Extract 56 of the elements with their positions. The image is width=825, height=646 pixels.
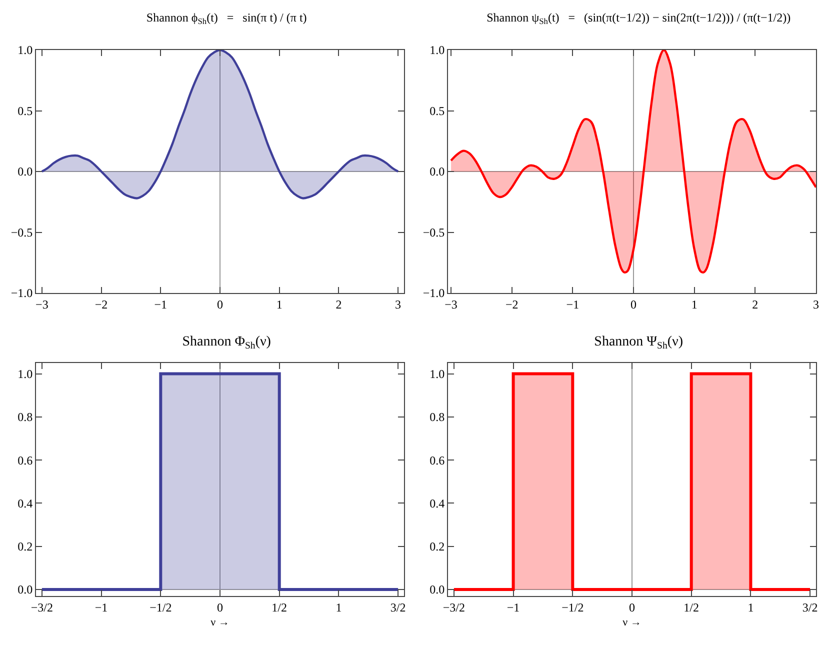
y-tick-label: 0.8 [430, 410, 445, 424]
x-tick-label: −1 [154, 297, 168, 312]
x-tick-label: 1/2 [684, 600, 700, 614]
y-tick-label: 0.8 [18, 410, 33, 424]
x-tick-label: −1 [506, 600, 520, 614]
x-tick-label: 1 [276, 297, 282, 312]
y-tick-label: 0.6 [430, 453, 445, 468]
x-axis-title: ν → [210, 616, 230, 629]
y-tick-label: 1.0 [18, 366, 33, 381]
x-tick-label: 3/2 [390, 600, 406, 614]
x-tick-label: 0 [630, 297, 637, 312]
x-tick-label: −1 [566, 297, 580, 312]
x-tick-label: 3 [395, 297, 402, 312]
x-tick-label: −3 [36, 297, 48, 312]
y-tick-label: 0.2 [430, 540, 445, 554]
x-tick-label: 1 [691, 297, 698, 312]
y-tick-label: 0.4 [18, 496, 33, 510]
x-tick-label: −1 [94, 600, 108, 614]
y-tick-label: 0.0 [430, 164, 445, 179]
y-tick-label: 0.2 [18, 540, 33, 554]
y-tick-label: 1.0 [430, 366, 445, 381]
x-tick-label: 0 [629, 600, 635, 614]
y-tick-label: −1.0 [10, 286, 33, 300]
chart-title: Shannon ϕ$_{Sh}$(t) = sin(π t) / (π t) [146, 10, 307, 26]
y-tick-label: 0.5 [18, 104, 33, 118]
y-tick-label: 0.4 [430, 496, 445, 510]
y-tick-label: 0.0 [18, 164, 33, 179]
x-tick-label: −2 [505, 297, 518, 312]
y-tick-label: −1.0 [422, 286, 445, 300]
x-tick-label: 1 [336, 600, 342, 614]
x-tick-label: −1/2 [150, 600, 172, 614]
x-tick-label: 3/2 [802, 600, 818, 614]
chart-title: Shannon ψ$_{Sh}$(t) = (sin(π(t−1/2)) − sin(2π(t−1/2))) / (π(t−1/2)) [486, 10, 791, 26]
x-tick-label: 0 [217, 600, 223, 614]
y-tick-label: 0.5 [430, 104, 445, 118]
x-tick-label: −1/2 [562, 600, 584, 614]
x-tick-label: 1 [748, 600, 754, 614]
x-tick-label: 2 [336, 297, 342, 312]
x-tick-label: 0 [217, 297, 223, 312]
x-tick-label: 2 [752, 297, 758, 312]
chart-title: Shannon Ψ$_{Sh}$(ν) [594, 334, 684, 352]
y-tick-label: −0.5 [422, 225, 445, 240]
y-tick-label: 0.0 [18, 582, 33, 597]
y-tick-label: −0.5 [10, 225, 33, 240]
x-axis-title: ν → [622, 616, 642, 629]
x-tick-label: −2 [94, 297, 108, 312]
y-tick-label: 1.0 [430, 43, 445, 58]
y-tick-label: 1.0 [18, 43, 33, 58]
x-tick-label: 3 [813, 297, 819, 312]
y-tick-label: 0.6 [18, 453, 33, 468]
chart-title: Shannon Φ$_{Sh}$(ν) [182, 334, 272, 352]
x-tick-label: 1/2 [272, 600, 288, 614]
y-tick-label: 0.0 [430, 582, 445, 597]
x-tick-label: −3/2 [30, 600, 53, 614]
x-tick-label: −3 [444, 297, 458, 312]
x-tick-label: −3/2 [442, 600, 465, 614]
